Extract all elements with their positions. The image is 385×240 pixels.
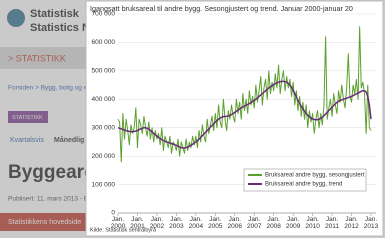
main-link-bg: [0, 213, 90, 231]
plot: 0 100 000 200 000 300 000 400 000 500 000 600 …: [92, 11, 376, 217]
x-tick-label: Jan. 2002: [149, 216, 165, 230]
y-tick-label: 600 000: [92, 39, 116, 46]
x-tick-label: Jan. 2013: [363, 216, 379, 230]
series-line: [117, 80, 372, 149]
published: Publisert: 11. mars 2013 - E: [8, 196, 89, 203]
x-tick-label: Jan. 2000: [110, 216, 126, 230]
legend-box: [243, 168, 367, 192]
x-tick-label: Jan. 2008: [266, 216, 281, 230]
y-tick-label: 0: [111, 210, 115, 217]
logo-icon: [7, 9, 25, 27]
x-tick-label: Jan. 2006: [227, 216, 242, 230]
logo-text: Statistisk: [30, 8, 80, 20]
x-tick-label: Jan. 2012: [344, 216, 359, 230]
breadcrumb[interactable]: Forsiden > Bygg, bolig og e: [8, 85, 88, 92]
x-tick-label: Jan. 2003: [169, 216, 184, 230]
x-tick-label: Jan. 2010: [305, 216, 320, 230]
menu-bar: [0, 47, 90, 69]
y-tick-label: 100 000: [92, 181, 116, 188]
logo-text: Statistics N: [30, 22, 90, 34]
y-tick-label: 300 000: [92, 124, 116, 131]
chart-title: Igangsatt bruksareal til andre bygg. Ses…: [90, 4, 353, 13]
menu-link[interactable]: > STATISTIKK: [8, 53, 66, 63]
badge: STATISTIKK: [12, 115, 43, 121]
badge-bg: [8, 111, 48, 123]
series-line: [117, 26, 372, 163]
main-link[interactable]: Statistikkens hovedside: [8, 219, 81, 226]
x-tick-label: Jan. 2011: [325, 216, 340, 230]
y-tick-label: 700 000: [92, 11, 116, 18]
x-tick-label: Jan. 2005: [208, 216, 223, 230]
popup: [85, 0, 384, 237]
legend-label: Bruksareal andre bygg, sesongjustert: [265, 173, 365, 179]
source: Kilde: Statistisk sentralbyrå: [90, 226, 157, 233]
y-tick-label: 200 000: [92, 153, 116, 160]
x-tick-label: Jan. 2007: [246, 216, 262, 230]
y-tick-label: 500 000: [92, 68, 116, 75]
y-tick-label: 400 000: [92, 96, 116, 103]
tab[interactable]: Kvartalsvis: [10, 137, 44, 144]
tab[interactable]: Månedlig: [54, 136, 84, 144]
legend-label: Bruksareal andre bygg, trend: [265, 182, 342, 188]
x-tick-label: Jan. 2009: [285, 216, 301, 230]
x-tick-label: Jan. 2004: [188, 216, 204, 230]
x-tick-label: Jan. 2001: [130, 216, 145, 230]
